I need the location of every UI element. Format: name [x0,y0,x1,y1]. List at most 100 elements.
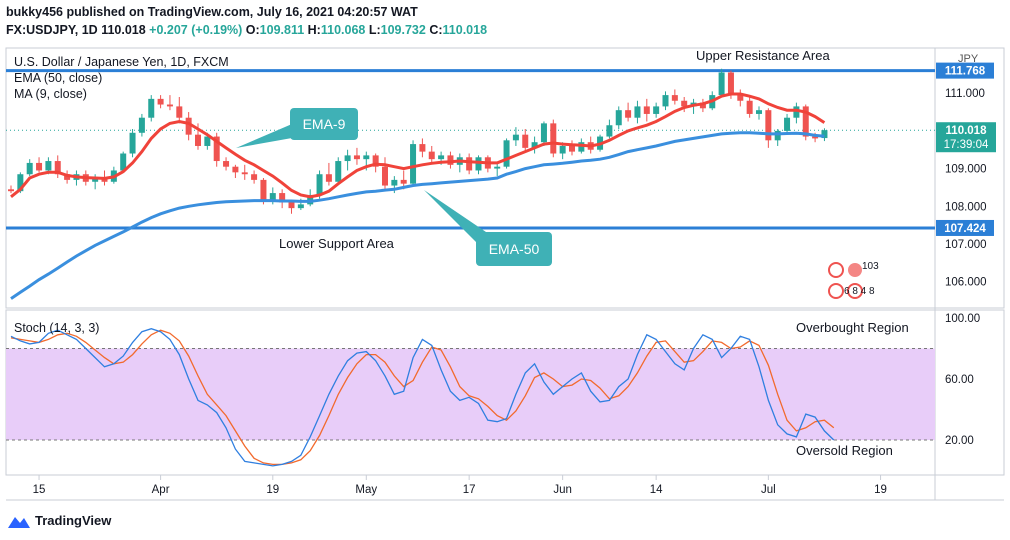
candle-body [559,145,566,154]
candle [774,129,781,146]
candle [662,91,669,111]
candle-body [540,123,547,143]
candle-body [615,110,622,126]
upper-level-value: 111.768 [945,66,986,78]
candle [344,149,351,171]
tradingview-footer[interactable]: TradingView [8,513,111,528]
price-tick-label: 108.000 [945,201,987,213]
candle-body [307,194,314,205]
candle-body [251,174,258,180]
candle-body [353,155,360,160]
candle-body [410,144,417,184]
candle-body [569,145,575,152]
time-tick-label: Apr [152,484,170,496]
overlay-top-number: 103 [862,261,879,272]
candle [615,106,622,130]
candle-body [148,98,155,118]
stoch-d-line [10,329,835,466]
candle [419,138,426,158]
stoch-axis[interactable]: 100.00 60.00 20.00 [945,313,980,447]
candle [325,162,332,186]
candle-body [92,178,99,182]
candle-body [316,174,323,195]
candle [699,98,706,113]
tradingview-brand: TradingView [35,513,112,528]
candle [522,129,529,152]
candle [756,106,762,120]
candle [166,95,173,111]
candle-body [419,144,426,152]
upper-resistance-label: Upper Resistance Area [696,48,830,63]
candle-body [428,151,435,160]
candle [821,128,828,142]
candle-body [475,157,482,171]
lower-support-label: Lower Support Area [279,236,395,251]
candle [54,155,61,178]
candle [232,164,239,178]
candle-body [727,72,734,96]
candle-body [297,204,304,209]
currency-label: JPY [958,53,979,65]
candle-body [8,189,14,192]
candle-body [391,179,398,186]
price-axis[interactable]: 111.000110.000109.000108.000107.000106.0… [945,88,987,288]
candle-body [213,136,220,162]
candle-body [54,161,61,175]
stoch-k-line [10,328,835,467]
ema9-callout: EMA-9 [236,108,358,148]
candle [512,127,519,146]
candle [681,96,688,113]
candle [569,140,575,156]
upper-level-badge: 111.768 [936,62,994,79]
candle-body [232,166,239,173]
candle-body [17,174,24,192]
candle-body [223,161,230,167]
candle-body [746,100,753,114]
open-label: O: [245,23,260,37]
candle [746,95,753,118]
candle [185,112,192,141]
candle-body [447,155,454,165]
candle-body [718,72,725,96]
stoch-title: Stoch (14, 3, 3) [14,321,99,335]
candle-body [325,174,332,182]
candle [223,157,230,171]
symbol: FX:USDJPY, 1D [6,23,98,37]
oversold-label: Oversold Region [796,443,893,458]
stoch-tick-label: 20.00 [945,435,974,447]
candle [148,95,155,122]
current-price-value: 110.018 [946,125,988,137]
ema50-callout: EMA-50 [424,190,552,266]
candle [765,108,772,148]
candle-body [344,155,351,162]
low-label: L: [368,23,381,37]
overlay-bottom-number: 6 8 4 8 [844,286,875,297]
time-tick-label: Jul [761,484,776,496]
candle-body [260,179,267,201]
high-label: H: [307,23,321,37]
time-tick-label: 14 [650,484,663,496]
price-tick-label: 109.000 [945,164,987,176]
candle-body [372,155,379,167]
candle [466,153,473,175]
ema50-line [10,131,825,300]
candle-body [438,155,445,160]
candle [784,113,791,135]
candle-body [138,117,145,133]
candle-body [784,117,791,131]
candle-body [157,98,164,105]
time-axis[interactable]: 15 Apr 19 May 17 Jun 14 Jul 19 [33,475,887,496]
lower-level-value: 107.424 [944,223,986,235]
candle [793,102,800,124]
candle [279,189,286,209]
candle [447,151,454,169]
stoch-band-fill [6,348,935,440]
candle [503,138,510,169]
time-tick-label: 15 [33,484,46,496]
candle [138,113,145,137]
close-label: C: [429,23,443,37]
candle-body [522,134,529,148]
ema50-callout-label: EMA-50 [489,241,540,257]
candle [176,96,183,124]
